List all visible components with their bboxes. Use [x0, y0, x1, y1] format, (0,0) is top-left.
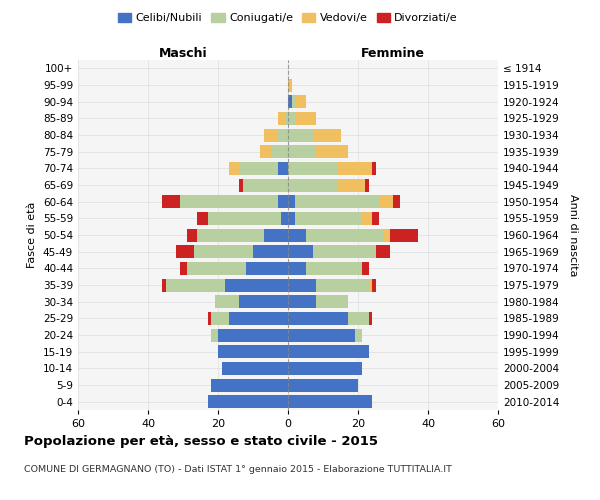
Bar [368, 312, 372, 325]
Bar [166, 278, 225, 291]
Bar [215, 295, 239, 308]
Bar [218, 345, 288, 358]
Bar [288, 295, 316, 308]
Bar [288, 278, 316, 291]
Bar [288, 112, 295, 125]
Bar [211, 378, 288, 392]
Bar [288, 395, 372, 408]
Bar [187, 262, 246, 275]
Bar [288, 378, 358, 392]
Bar [288, 312, 347, 325]
Bar [260, 145, 271, 158]
Bar [288, 362, 361, 375]
Bar [246, 262, 288, 275]
Bar [277, 162, 288, 175]
Bar [179, 195, 277, 208]
Text: COMUNE DI GERMAGNANO (TO) - Dati ISTAT 1° gennaio 2015 - Elaborazione TUTTITALIA: COMUNE DI GERMAGNANO (TO) - Dati ISTAT 1… [24, 465, 452, 474]
Legend: Celibi/Nubili, Coniugati/e, Vedovi/e, Divorziati/e: Celibi/Nubili, Coniugati/e, Vedovi/e, Di… [113, 8, 463, 28]
Bar [288, 145, 316, 158]
Bar [162, 278, 166, 291]
Bar [292, 95, 295, 108]
Bar [288, 78, 292, 92]
Bar [368, 278, 372, 291]
Bar [337, 178, 365, 192]
Bar [295, 212, 361, 225]
Bar [376, 245, 389, 258]
Text: Femmine: Femmine [361, 47, 425, 60]
Bar [187, 228, 197, 241]
Bar [347, 312, 368, 325]
Bar [277, 128, 288, 141]
Bar [316, 145, 347, 158]
Bar [316, 278, 368, 291]
Y-axis label: Fasce di età: Fasce di età [28, 202, 37, 268]
Bar [221, 362, 288, 375]
Bar [288, 128, 313, 141]
Bar [305, 228, 383, 241]
Bar [288, 95, 292, 108]
Bar [288, 262, 305, 275]
Bar [208, 212, 281, 225]
Bar [208, 312, 211, 325]
Y-axis label: Anni di nascita: Anni di nascita [568, 194, 578, 276]
Bar [225, 278, 288, 291]
Bar [242, 178, 288, 192]
Bar [263, 228, 288, 241]
Bar [288, 345, 368, 358]
Bar [372, 278, 376, 291]
Bar [295, 195, 379, 208]
Bar [361, 212, 372, 225]
Bar [389, 228, 418, 241]
Bar [355, 328, 361, 342]
Bar [197, 212, 208, 225]
Bar [253, 245, 288, 258]
Bar [239, 178, 242, 192]
Bar [288, 162, 337, 175]
Bar [361, 262, 368, 275]
Bar [295, 95, 305, 108]
Bar [288, 178, 337, 192]
Bar [295, 112, 316, 125]
Bar [179, 262, 187, 275]
Bar [379, 195, 393, 208]
Bar [365, 178, 368, 192]
Bar [263, 128, 277, 141]
Bar [288, 245, 313, 258]
Bar [218, 328, 288, 342]
Bar [281, 212, 288, 225]
Bar [383, 228, 389, 241]
Bar [313, 128, 341, 141]
Bar [277, 195, 288, 208]
Bar [288, 195, 295, 208]
Bar [288, 228, 305, 241]
Bar [193, 245, 253, 258]
Bar [337, 162, 372, 175]
Bar [372, 162, 376, 175]
Bar [229, 162, 239, 175]
Text: Maschi: Maschi [158, 47, 208, 60]
Bar [239, 295, 288, 308]
Bar [211, 328, 218, 342]
Bar [271, 145, 288, 158]
Bar [393, 195, 400, 208]
Bar [313, 245, 376, 258]
Bar [284, 112, 288, 125]
Bar [288, 328, 355, 342]
Text: Popolazione per età, sesso e stato civile - 2015: Popolazione per età, sesso e stato civil… [24, 435, 378, 448]
Bar [288, 212, 295, 225]
Bar [305, 262, 361, 275]
Bar [176, 245, 193, 258]
Bar [197, 228, 263, 241]
Bar [211, 312, 229, 325]
Bar [316, 295, 347, 308]
Bar [208, 395, 288, 408]
Bar [162, 195, 179, 208]
Bar [239, 162, 277, 175]
Bar [229, 312, 288, 325]
Bar [277, 112, 284, 125]
Bar [372, 212, 379, 225]
